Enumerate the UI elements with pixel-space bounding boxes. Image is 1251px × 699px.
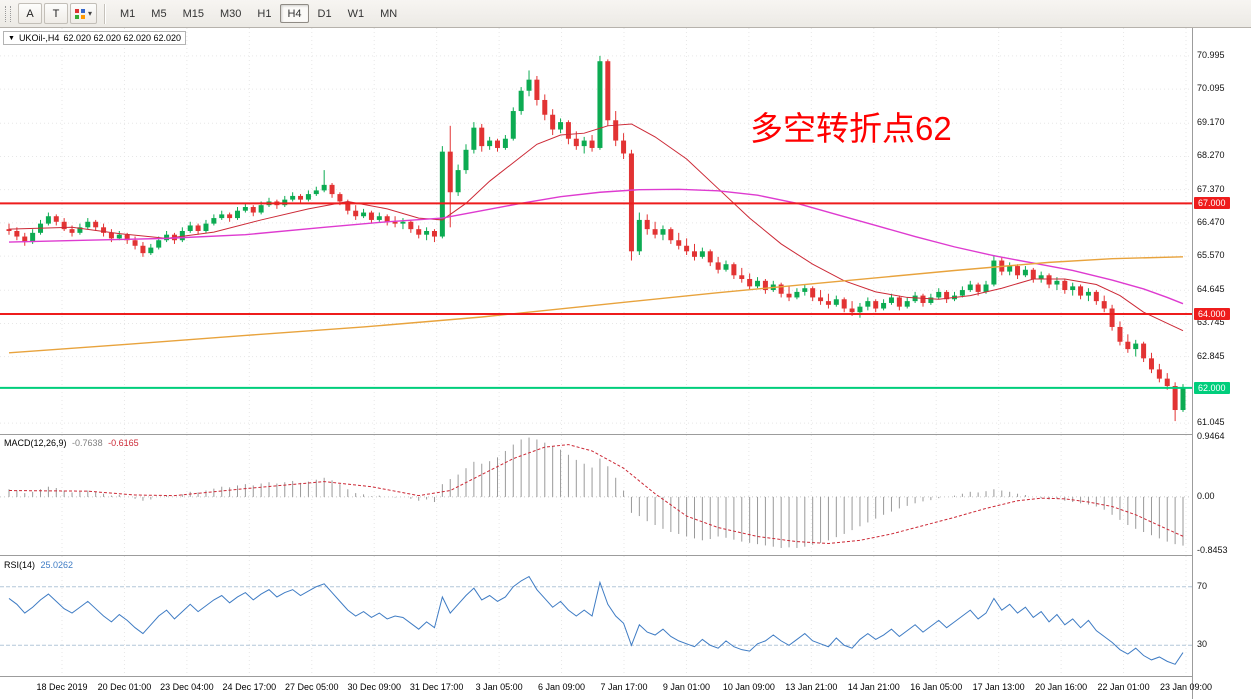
drawing-tools-dropdown-button[interactable]: ▾ (70, 3, 98, 24)
time-label: 6 Jan 09:00 (538, 682, 586, 692)
time-label: 24 Dec 17:00 (222, 682, 277, 692)
time-label: 20 Dec 01:00 (97, 682, 152, 692)
macd-tick-label: 0.9464 (1197, 430, 1225, 441)
price-tick-label: 70.995 (1197, 49, 1225, 60)
price-tick-label: 67.370 (1197, 183, 1225, 194)
macd-signal-line (8, 444, 1184, 545)
time-label: 30 Dec 09:00 (347, 682, 401, 692)
time-label: 7 Jan 17:00 (600, 682, 648, 692)
time-label: 9 Jan 01:00 (662, 682, 710, 692)
price-tick-label: 64.645 (1197, 284, 1225, 295)
price-tick-label: 68.270 (1197, 150, 1225, 161)
time-label: 18 Dec 2019 (36, 682, 88, 692)
candles-layer (6, 55, 1186, 422)
macd-histogram (8, 437, 1184, 548)
rsi-tick-label: 30 (1197, 639, 1208, 650)
macd-panel-canvas[interactable] (0, 435, 1192, 555)
time-label: 23 Dec 04:00 (160, 682, 214, 692)
collapse-triangle-icon[interactable]: ▼ (8, 34, 15, 42)
rsi-line (8, 575, 1184, 665)
rsi-name: RSI(14) (4, 560, 36, 570)
time-label: 31 Dec 17:00 (409, 682, 464, 692)
price-axis[interactable]: 70.995 70.095 69.170 68.270 67.370 66.470 65.5… (1192, 28, 1251, 699)
arrow-tool-button[interactable]: A (18, 3, 42, 24)
price-tick-label: 61.045 (1197, 417, 1225, 428)
macd-tick-label: -0.8453 (1197, 544, 1228, 555)
annotation-text: 多空转折点62 (750, 110, 952, 147)
time-label: 22 Jan 01:00 (1097, 682, 1150, 692)
macd-indicator-label: MACD(12,26,9) -0.7638 -0.6165 (4, 438, 139, 448)
panel-separator[interactable] (0, 434, 1192, 435)
ma-slow-orange (8, 256, 1184, 354)
price-tick-label: 69.170 (1197, 117, 1225, 128)
shapes-icon (75, 8, 79, 13)
price-tick-label: 63.745 (1197, 317, 1225, 328)
rsi-value: 25.0262 (40, 560, 74, 570)
toolbar: A T ▾ M1 M5 M15 M30 H1 H4 D1 W1 MN (0, 0, 1251, 28)
time-label: 3 Jan 05:00 (475, 682, 523, 692)
timeframe-button-m30[interactable]: M30 (213, 4, 248, 23)
ohlc-values: 62.020 62.020 62.020 62.020 (63, 33, 182, 43)
timeframe-button-m15[interactable]: M15 (176, 4, 211, 23)
symbol-period-label: UKOil-,H4 (18, 33, 60, 43)
main-chart-canvas[interactable]: 多空转折点62 (0, 28, 1192, 434)
time-label: 13 Jan 21:00 (785, 682, 838, 692)
price-tick-label: 66.470 (1197, 216, 1225, 227)
time-label: 23 Jan 09:00 (1159, 682, 1213, 692)
rsi-indicator-label: RSI(14) 25.0262 (4, 560, 73, 570)
price-tick-label: 65.570 (1197, 250, 1225, 261)
timeframe-button-m5[interactable]: M5 (144, 4, 173, 23)
time-label: 10 Jan 09:00 (722, 682, 775, 692)
panel-separator[interactable] (0, 555, 1192, 556)
timeframe-button-d1[interactable]: D1 (311, 4, 339, 23)
panel-separator (0, 676, 1192, 677)
horizontal-gridlines (0, 55, 1192, 424)
time-label: 20 Jan 16:00 (1035, 682, 1088, 692)
macd-tick-label: 0.00 (1197, 490, 1215, 501)
time-label: 17 Jan 13:00 (972, 682, 1025, 692)
price-tick-label: 70.095 (1197, 83, 1225, 94)
level-price-badge: 64.000 (1194, 308, 1230, 321)
rsi-panel-canvas[interactable] (0, 556, 1192, 676)
macd-name: MACD(12,26,9) (4, 438, 67, 448)
macd-main-value: -0.7638 (72, 438, 103, 448)
level-price-badge: 67.000 (1194, 197, 1230, 210)
time-label: 14 Jan 21:00 (847, 682, 900, 692)
vertical-gridlines (61, 435, 1187, 555)
timeframe-button-h1[interactable]: H1 (250, 4, 278, 23)
time-axis[interactable]: 18 Dec 2019 20 Dec 01:00 23 Dec 04:00 24 De… (0, 677, 1212, 699)
chart-title-box: ▼ UKOil-,H4 62.020 62.020 62.020 62.020 (3, 31, 187, 45)
timeframe-button-w1[interactable]: W1 (341, 4, 372, 23)
macd-signal-value: -0.6165 (108, 438, 139, 448)
timeframe-button-mn[interactable]: MN (373, 4, 404, 23)
chevron-down-icon: ▾ (88, 9, 93, 18)
text-tool-button[interactable]: T (44, 3, 68, 24)
price-tick-label: 62.845 (1197, 350, 1225, 361)
ma-fast-red (8, 123, 1184, 332)
timeframe-button-m1[interactable]: M1 (113, 4, 142, 23)
timeframe-group: M1 M5 M15 M30 H1 H4 D1 W1 MN (112, 4, 405, 24)
time-label: 27 Dec 05:00 (284, 682, 339, 692)
level-price-badge: 62.000 (1194, 381, 1230, 394)
toolbar-drag-handle[interactable] (5, 5, 11, 22)
timeframe-button-h4[interactable]: H4 (280, 4, 309, 24)
ma-mid-magenta (8, 188, 1184, 305)
toolbar-separator (104, 3, 106, 24)
time-label: 16 Jan 05:00 (910, 682, 963, 692)
rsi-tick-label: 70 (1197, 580, 1208, 591)
vertical-gridlines (61, 556, 1187, 676)
